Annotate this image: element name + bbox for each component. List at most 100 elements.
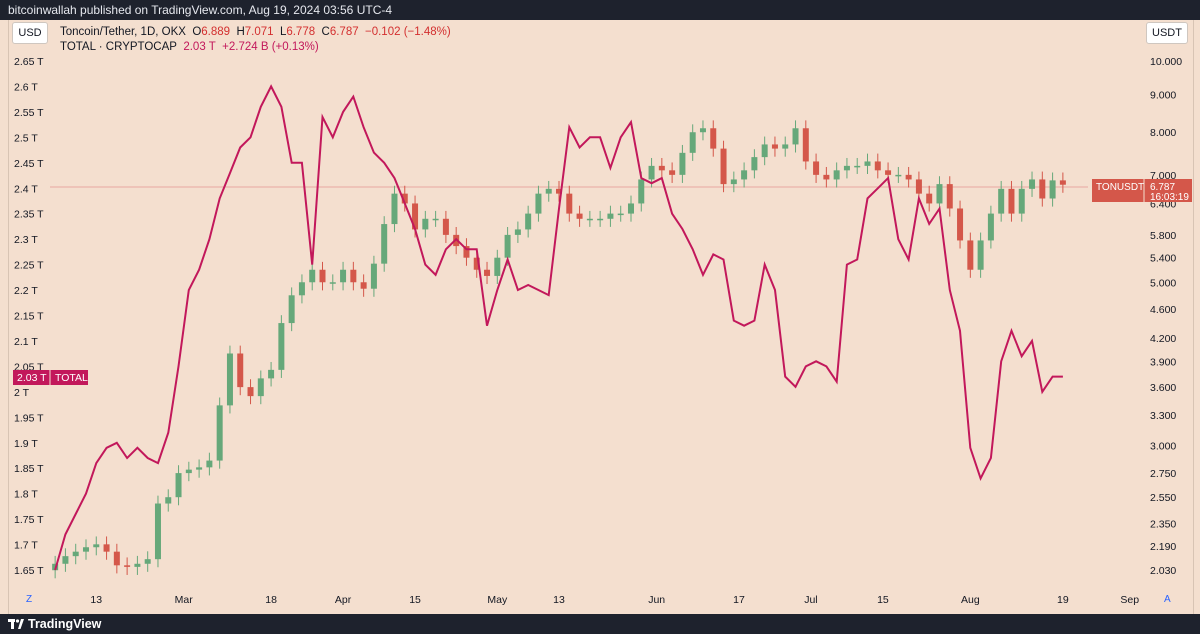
x-tick-label: Sep — [1120, 594, 1139, 606]
left-tick-label: 2.4 T — [14, 183, 38, 195]
right-currency-label: USDT — [1152, 27, 1182, 39]
right-tick-label: 4.200 — [1150, 333, 1176, 345]
candle — [679, 144, 686, 183]
candle — [1008, 180, 1015, 222]
candle — [484, 261, 491, 285]
candle — [699, 120, 706, 141]
x-tick-label: Mar — [175, 594, 194, 606]
ton-candles — [52, 120, 1066, 579]
candle — [586, 210, 593, 227]
ton-price-tag-price: 6.787 — [1150, 182, 1175, 193]
candle — [833, 162, 840, 188]
candle — [278, 315, 285, 378]
right-currency-button[interactable]: USDT — [1146, 22, 1188, 44]
total-price-tag-name: TOTAL — [55, 372, 88, 384]
left-tick-label: 2.15 T — [14, 311, 44, 323]
candle — [226, 345, 233, 414]
legend-high-label: H — [236, 26, 245, 38]
left-axis[interactable]: 2.65 T 2.6 T 2.55 T 2.5 T 2.45 T 2.4 T 2.35 T 2… — [14, 56, 44, 577]
candle — [93, 536, 100, 556]
x-tick-label: 18 — [265, 594, 277, 606]
right-tick-label: 2.550 — [1150, 492, 1176, 504]
x-tick-label: Jul — [804, 594, 817, 606]
candle — [247, 379, 254, 405]
right-tick-label: 7.000 — [1150, 170, 1176, 182]
candle — [998, 180, 1005, 222]
right-scale-label: A — [1164, 594, 1171, 605]
candle — [730, 171, 737, 193]
candle — [669, 162, 676, 183]
candle — [936, 176, 943, 212]
candle — [710, 120, 717, 157]
candle — [751, 149, 758, 179]
candle — [82, 539, 89, 560]
right-tick-label: 3.300 — [1150, 410, 1176, 422]
candle — [340, 261, 347, 291]
x-tick-label: Aug — [961, 594, 980, 606]
left-tick-label: 1.95 T — [14, 412, 44, 424]
legend-ton[interactable]: Toncoin/Tether, 1D, OKX O6.889 H7.071 L6… — [60, 26, 451, 38]
right-tick-label: 2.350 — [1150, 518, 1176, 530]
candle — [175, 465, 182, 506]
legend-change: −0.102 (−1.48%) — [365, 26, 451, 38]
right-tick-label: 9.000 — [1150, 90, 1176, 102]
candle — [514, 221, 521, 243]
candle — [607, 205, 614, 227]
candle — [658, 157, 665, 179]
legend-close-label: C — [321, 26, 330, 38]
right-tick-label: 3.000 — [1150, 440, 1176, 452]
left-currency-button[interactable]: USD — [12, 22, 48, 44]
chart-area[interactable] — [8, 20, 1194, 614]
candle — [566, 185, 573, 222]
tradingview-logo-icon — [8, 619, 24, 629]
candle — [525, 205, 532, 238]
candle — [432, 210, 439, 227]
x-tick-label: May — [487, 594, 508, 606]
left-tick-label: 1.7 T — [14, 540, 38, 552]
candle — [823, 166, 830, 188]
right-scale-button[interactable]: A — [1164, 594, 1171, 605]
footer-bar: TradingView — [0, 614, 1200, 634]
time-axis[interactable]: 13 Mar 18 Apr 15 May 13 Jun 17 Jul 15 Aug 19 Sep — [90, 594, 1139, 606]
candle — [597, 210, 604, 227]
candle — [741, 162, 748, 188]
candle — [113, 543, 120, 574]
footer-brand: TradingView — [28, 617, 102, 631]
legend-total[interactable]: TOTAL · CRYPTOCAP 2.03 T +2.724 B (+0.13… — [60, 41, 319, 53]
candle — [329, 274, 336, 291]
candle — [854, 157, 861, 174]
candle — [134, 555, 141, 575]
candle — [926, 185, 933, 212]
legend-total-change: +2.724 B (+0.13%) — [222, 41, 319, 53]
left-scale-button[interactable]: Z — [26, 594, 32, 605]
candle — [319, 261, 326, 291]
candle — [813, 153, 820, 183]
x-tick-label: 15 — [409, 594, 421, 606]
candle — [165, 489, 172, 512]
candle — [905, 166, 912, 188]
left-tick-label: 2.3 T — [14, 234, 38, 246]
candle — [689, 124, 696, 161]
left-currency-label: USD — [18, 27, 42, 39]
candle — [792, 120, 799, 153]
candle — [268, 361, 275, 387]
candle — [288, 287, 295, 332]
left-tick-label: 2 T — [14, 387, 30, 399]
candle — [370, 255, 377, 297]
candle — [350, 261, 357, 291]
candle — [864, 153, 871, 174]
right-tick-label: 10.000 — [1150, 56, 1182, 68]
right-axis[interactable]: 10.0009.0008.0007.0006.4005.8005.4005.00… — [1150, 56, 1182, 577]
left-tick-label: 2.25 T — [14, 260, 44, 272]
candle — [257, 370, 264, 405]
candle — [237, 345, 244, 396]
total-price-tag: 2.03 T TOTAL — [13, 370, 88, 385]
candle — [782, 136, 789, 157]
candle — [72, 543, 79, 565]
right-tick-label: 8.000 — [1150, 127, 1176, 139]
left-tick-label: 2.55 T — [14, 107, 44, 119]
candle — [545, 180, 552, 202]
legend-low: 6.778 — [286, 26, 316, 38]
left-tick-label: 2.35 T — [14, 209, 44, 221]
